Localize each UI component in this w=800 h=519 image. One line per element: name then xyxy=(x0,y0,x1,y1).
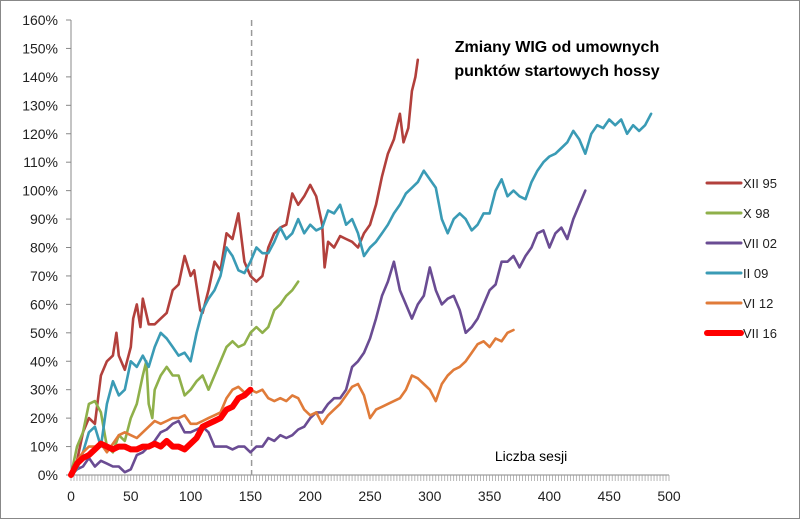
legend-label: II 09 xyxy=(743,266,768,281)
x-tick-label: 100 xyxy=(179,488,203,504)
x-tick-label: 500 xyxy=(657,488,681,504)
legend-label: VI 12 xyxy=(743,296,773,311)
series-line-xii-95 xyxy=(69,58,420,477)
legend-label: VII 02 xyxy=(743,236,777,251)
x-tick-label: 200 xyxy=(299,488,323,504)
y-tick-label: 130% xyxy=(22,97,58,113)
x-tick-label: 250 xyxy=(358,488,382,504)
y-tick-label: 80% xyxy=(30,240,58,256)
series-line-ii-09 xyxy=(69,112,653,477)
series-line-vi-12 xyxy=(69,328,515,477)
y-tick-label: 120% xyxy=(22,126,58,142)
y-tick-label: 40% xyxy=(30,353,58,369)
y-tick-label: 90% xyxy=(30,211,58,227)
legend-label: X 98 xyxy=(743,206,770,221)
x-tick-label: 300 xyxy=(418,488,442,504)
y-tick-label: 140% xyxy=(22,69,58,85)
legend-label: VII 16 xyxy=(743,326,777,341)
y-tick-label: 50% xyxy=(30,325,58,341)
y-tick-label: 20% xyxy=(30,410,58,426)
y-tick-label: 60% xyxy=(30,296,58,312)
x-tick-label: 400 xyxy=(538,488,562,504)
x-axis-label: Liczba sesji xyxy=(495,448,567,464)
y-tick-label: 100% xyxy=(22,183,58,199)
y-tick-label: 70% xyxy=(30,268,58,284)
legend-label: XII 95 xyxy=(743,176,777,191)
y-tick-label: 30% xyxy=(30,382,58,398)
y-tick-label: 150% xyxy=(22,40,58,56)
y-tick-label: 160% xyxy=(22,12,58,28)
chart-title-line-2: punktów startowych hossy xyxy=(454,63,659,80)
x-tick-label: 350 xyxy=(478,488,502,504)
series-line-vii-02 xyxy=(69,189,587,477)
x-tick-label: 150 xyxy=(239,488,263,504)
chart-title-line-1: Zmiany WIG od umownych xyxy=(455,39,659,56)
y-tick-label: 110% xyxy=(23,154,58,170)
x-tick-label: 0 xyxy=(67,488,75,504)
x-tick-label: 50 xyxy=(123,488,139,504)
y-tick-label: 10% xyxy=(30,439,58,455)
x-tick-label: 450 xyxy=(598,488,622,504)
series-line-vii-16 xyxy=(68,386,254,478)
y-tick-label: 0% xyxy=(38,467,58,483)
